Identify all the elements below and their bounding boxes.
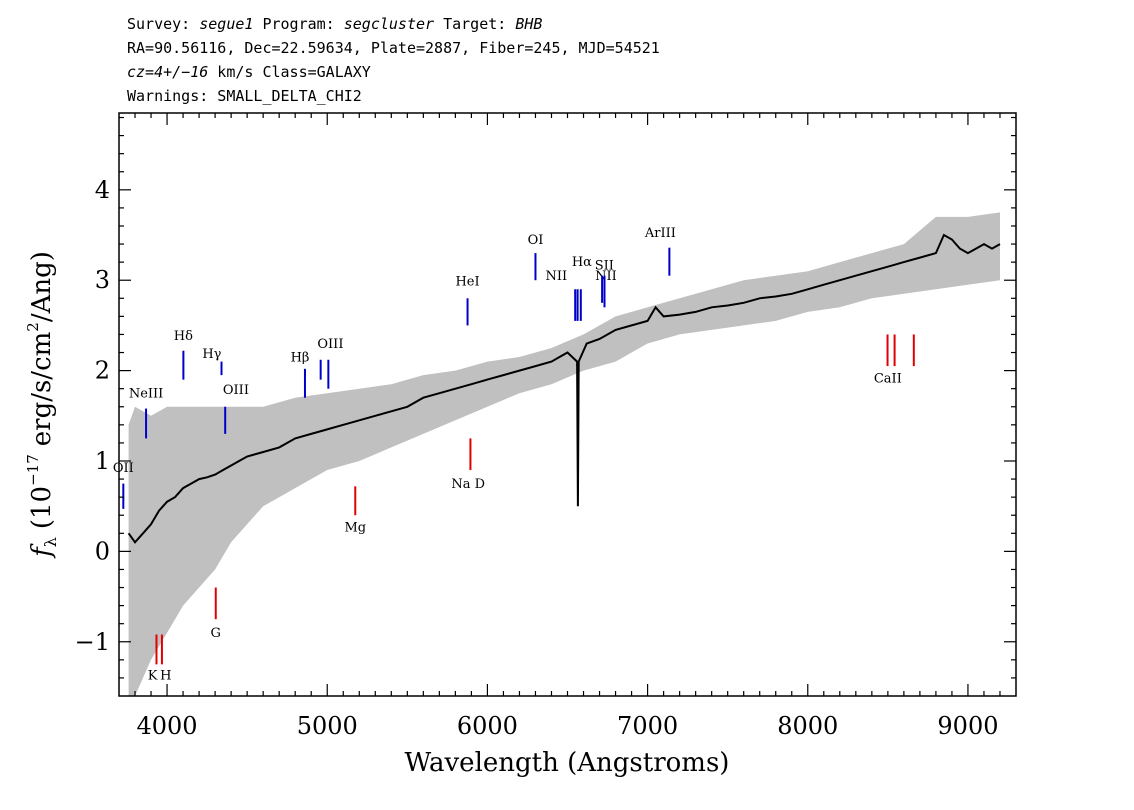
y-label-end: /Ang) bbox=[27, 251, 57, 322]
y-tick-label: 1 bbox=[95, 447, 110, 475]
target-value: BHB bbox=[515, 15, 542, 33]
y-label-exp2: 2 bbox=[24, 322, 42, 332]
x-tick-label: 5000 bbox=[297, 712, 358, 740]
y-tick-label: 2 bbox=[95, 357, 110, 385]
line-label-caii: CaII bbox=[874, 371, 902, 386]
line-label-nii: NII bbox=[595, 269, 617, 284]
line-label-ariii: ArIII bbox=[644, 226, 676, 241]
line-label-neiii: NeIII bbox=[129, 387, 163, 402]
line-label-hβ: Hβ bbox=[291, 351, 310, 366]
y-tick-label: 4 bbox=[95, 176, 110, 204]
line-label-hei: HeI bbox=[455, 275, 479, 290]
y-axis-label: fλ(10−17erg/s/cm2/Ang) bbox=[24, 251, 60, 559]
x-axis-ticks: 4000 5000 6000 7000 8000 9000 bbox=[134, 113, 1001, 740]
header-line-warnings: Warnings: SMALL_DELTA_CHI2 bbox=[127, 87, 362, 105]
spectral-line-markers: OIINeIIIHδHγOIIIHβOIIIHeIOINIIHαNIISIIAr… bbox=[113, 226, 915, 684]
line-label-oii: OII bbox=[113, 461, 134, 476]
program-value: segcluster bbox=[344, 15, 434, 33]
y-label-tail: erg/s/cm bbox=[27, 332, 57, 447]
line-label-sii: SII bbox=[595, 258, 614, 273]
line-label-na-d: Na D bbox=[451, 477, 485, 492]
x-tick-label: 4000 bbox=[137, 712, 198, 740]
line-label-mg: Mg bbox=[344, 520, 366, 535]
line-label-hα: Hα bbox=[572, 255, 592, 270]
x-axis-label: Wavelength (Angstroms) bbox=[405, 748, 730, 778]
header-line-survey: Survey: segue1 Program: segcluster Targe… bbox=[127, 15, 542, 33]
y-label-mid: (10 bbox=[27, 486, 57, 529]
x-tick-label: 7000 bbox=[617, 712, 678, 740]
survey-value: segue1 bbox=[199, 15, 253, 33]
header-line-coords: RA=90.56116, Dec=22.59634, Plate=2887, F… bbox=[127, 39, 660, 57]
y-axis-ticks: −1 0 1 2 3 4 bbox=[75, 116, 1016, 679]
error-band bbox=[128, 212, 1001, 696]
y-tick-label: −1 bbox=[75, 628, 110, 656]
cz-rest: km/s Class=GALAXY bbox=[208, 63, 371, 81]
y-label-sub: λ bbox=[41, 537, 60, 547]
line-label-g: G bbox=[211, 626, 221, 641]
y-tick-label: 3 bbox=[95, 266, 110, 294]
line-label-hγ: Hγ bbox=[202, 347, 221, 362]
x-tick-label: 8000 bbox=[777, 712, 838, 740]
survey-key: Survey: bbox=[127, 15, 199, 33]
target-key: Target: bbox=[434, 15, 515, 33]
line-label-oi: OI bbox=[528, 233, 544, 248]
line-label-h: H bbox=[160, 669, 171, 684]
y-tick-label: 0 bbox=[95, 537, 110, 565]
line-label-nii: NII bbox=[545, 269, 567, 284]
y-label-exp: −17 bbox=[24, 454, 42, 486]
header-line-redshift: cz=4+/−16 km/s Class=GALAXY bbox=[127, 63, 371, 81]
flux-series-line bbox=[127, 233, 1001, 544]
cz-value: cz=4+/−16 bbox=[127, 63, 208, 81]
line-label-oiii: OIII bbox=[317, 337, 343, 352]
x-tick-label: 9000 bbox=[937, 712, 998, 740]
plot-frame bbox=[118, 112, 1017, 697]
program-key: Program: bbox=[253, 15, 343, 33]
x-tick-label: 6000 bbox=[457, 712, 518, 740]
plot-area bbox=[127, 212, 1001, 696]
line-label-hδ: Hδ bbox=[174, 329, 193, 344]
line-label-k: K bbox=[148, 669, 158, 684]
line-label-oiii: OIII bbox=[223, 383, 249, 398]
